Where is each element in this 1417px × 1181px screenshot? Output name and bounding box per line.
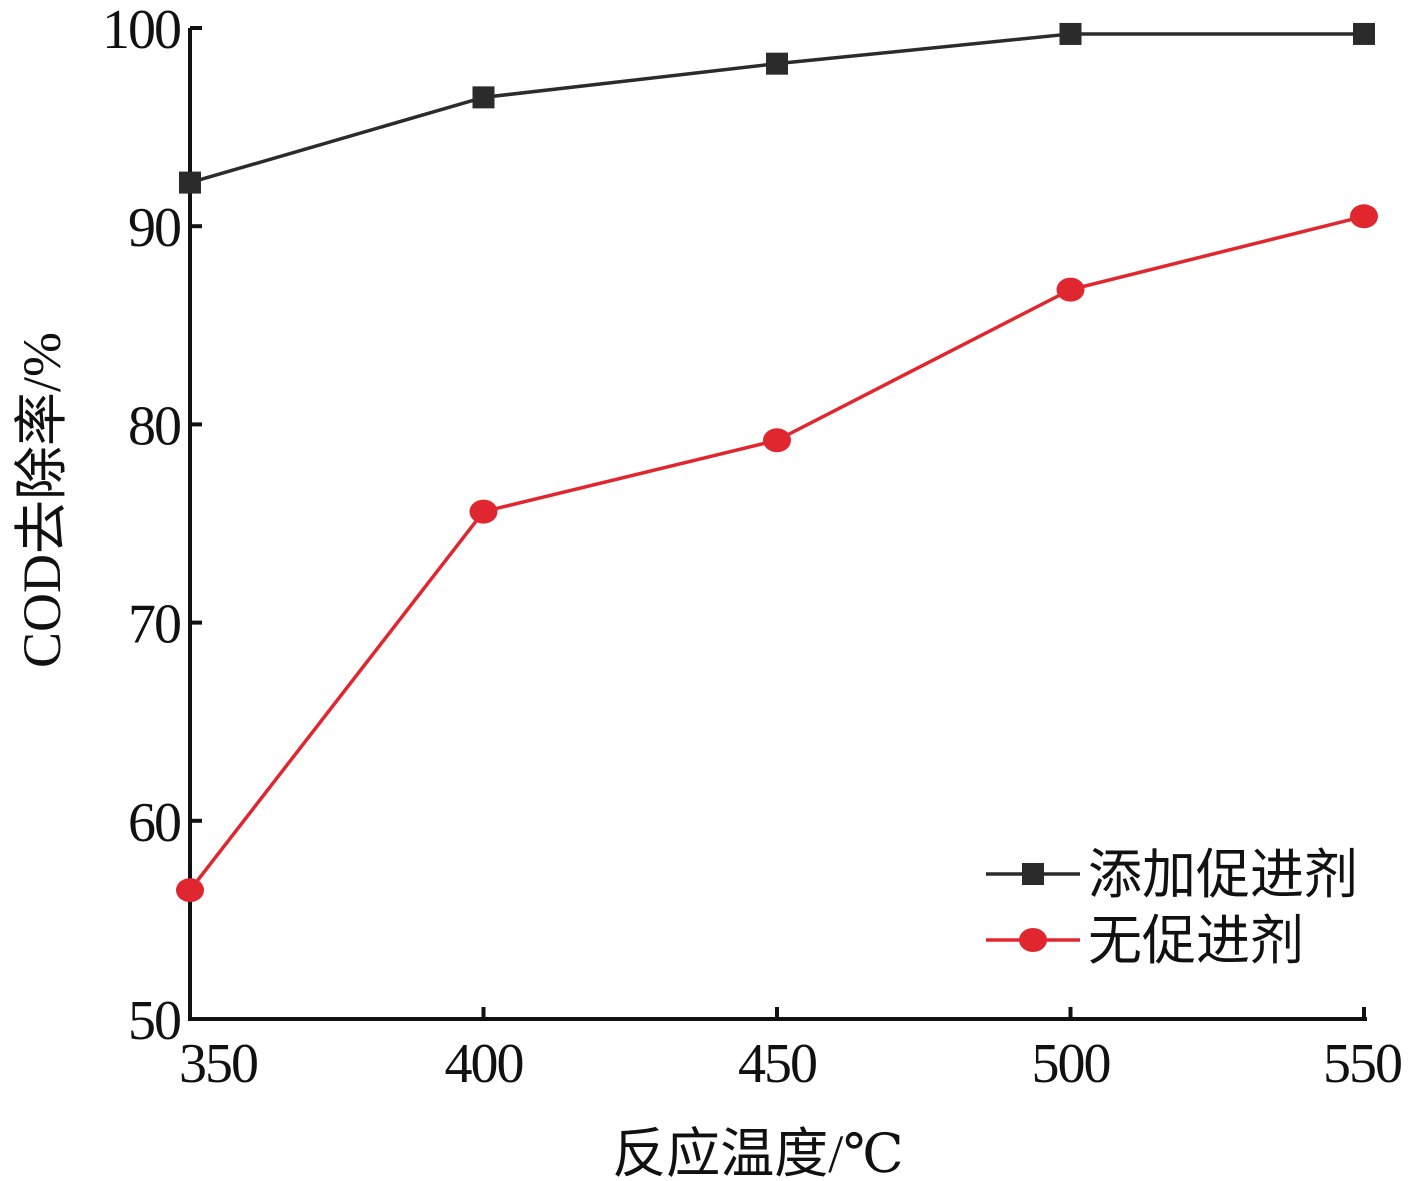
data-point	[469, 499, 498, 524]
data-point	[1059, 22, 1082, 45]
data-point	[179, 171, 201, 194]
series-2	[176, 204, 1378, 903]
y-tick-label: 70	[128, 594, 180, 656]
data-point	[1350, 204, 1378, 229]
data-point	[1056, 277, 1085, 302]
y-tick-label: 60	[128, 792, 180, 854]
y-tick-label: 50	[128, 990, 180, 1052]
data-point	[766, 52, 788, 75]
series-1	[179, 22, 1375, 194]
x-tick-label: 450	[738, 1033, 816, 1095]
legend-label: 添加促进剂	[1088, 845, 1358, 905]
legend-marker	[1019, 928, 1047, 952]
x-tick-label: 400	[445, 1033, 523, 1095]
x-tick-label: 350	[179, 1033, 257, 1095]
y-tick-label: 100	[102, 0, 180, 61]
legend-item: 添加促进剂	[986, 845, 1358, 905]
legend-marker	[1022, 863, 1044, 885]
legend-item: 无促进剂	[986, 911, 1304, 971]
data-point	[176, 878, 204, 903]
x-axis-title: 反应温度/℃	[612, 1124, 903, 1181]
series-layer	[176, 22, 1378, 903]
data-point	[763, 428, 791, 453]
legend-label: 无促进剂	[1088, 911, 1304, 971]
x-tick-label: 550	[1323, 1033, 1401, 1095]
series-line	[188, 214, 1365, 892]
y-tick-label: 80	[128, 395, 180, 457]
data-point	[1353, 22, 1375, 45]
x-tick-label: 500	[1032, 1033, 1110, 1095]
y-tick-label: 90	[128, 197, 180, 259]
y-axis-title: COD去除率/%	[12, 332, 72, 668]
y-ticks: 50 60 70 80 90 100	[102, 0, 202, 1052]
x-ticks: 350 400 450 500 550	[179, 1007, 1403, 1095]
data-point	[472, 86, 495, 109]
